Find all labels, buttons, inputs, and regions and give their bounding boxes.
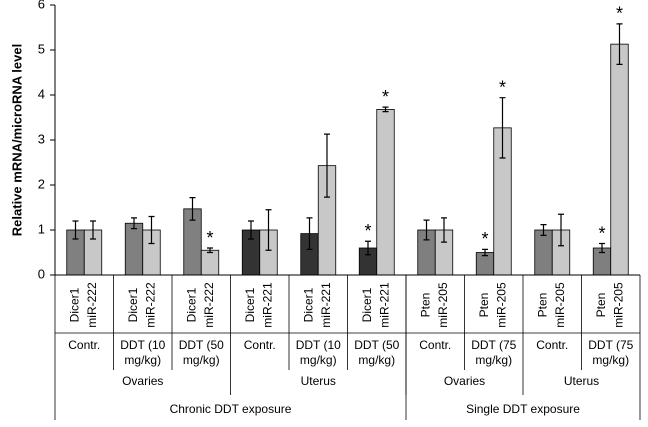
- bar: [124, 222, 144, 276]
- error-bar: [616, 23, 623, 65]
- error-bar: [365, 240, 371, 256]
- error-bar: [90, 220, 96, 240]
- significance-marker: *: [364, 221, 371, 241]
- error-bar: [324, 133, 330, 198]
- bar-label: miR-205: [612, 282, 626, 328]
- condition-label: DDT (75 mg/kg): [471, 338, 517, 367]
- bar-label: Dicer1: [126, 287, 140, 322]
- bar-label: miR-205: [553, 282, 567, 328]
- bar-label: miR-222: [202, 282, 216, 328]
- error-bar: [499, 97, 506, 159]
- condition-label: Contr.: [419, 338, 452, 352]
- bar-label: Pten: [477, 293, 491, 318]
- condition-label: DDT (75 mg/kg): [588, 338, 634, 367]
- condition-label: DDT (10 mg/kg): [295, 338, 341, 367]
- tissue-label: Uterus: [564, 374, 599, 388]
- error-bar: [265, 209, 272, 251]
- error-bar: [382, 106, 389, 113]
- bar: [200, 249, 220, 276]
- bar-label: Dicer1: [360, 287, 374, 322]
- y-tick-label: 6: [38, 0, 45, 11]
- error-bar: [248, 220, 254, 240]
- y-tick-label: 4: [38, 86, 45, 101]
- error-bar: [306, 217, 313, 250]
- condition-label: DDT (50 mg/kg): [178, 338, 224, 367]
- significance-marker: *: [598, 223, 605, 243]
- significance-marker: *: [499, 77, 506, 97]
- significance-marker: *: [481, 229, 488, 249]
- bar-label: miR-221: [319, 282, 333, 328]
- error-bar: [189, 197, 196, 221]
- y-tick-label: 5: [38, 41, 45, 56]
- exposure-label: Single DDT exposure: [466, 402, 580, 416]
- tissue-label: Ovaries: [122, 374, 163, 388]
- condition-label: Contr.: [536, 338, 569, 352]
- error-bar: [72, 220, 79, 240]
- error-bar: [558, 213, 564, 247]
- error-bar: [441, 217, 447, 243]
- bar-label: miR-205: [436, 282, 450, 328]
- condition-label: DDT (10 mg/kg): [120, 338, 166, 367]
- bar-label: Dicer1: [68, 287, 82, 322]
- bar-label: Dicer1: [243, 287, 257, 322]
- error-bar: [482, 248, 488, 257]
- condition-label: DDT (50 mg/kg): [354, 338, 400, 367]
- significance-marker: *: [206, 228, 213, 248]
- error-bar: [599, 242, 605, 254]
- y-tick-label: 2: [38, 176, 45, 191]
- bar-label: Pten: [536, 293, 550, 318]
- bar-label: miR-205: [495, 282, 509, 328]
- bar-label: miR-221: [261, 282, 275, 328]
- tissue-label: Ovaries: [444, 374, 485, 388]
- y-tick-label: 3: [38, 131, 45, 146]
- bar: [534, 229, 553, 276]
- bar-label: Pten: [419, 293, 433, 318]
- condition-label: Contr.: [243, 338, 276, 352]
- error-bar: [207, 247, 213, 254]
- tissue-label: Uterus: [301, 374, 336, 388]
- significance-marker: *: [616, 4, 623, 24]
- error-bar: [148, 215, 155, 245]
- error-bar: [131, 217, 137, 230]
- y-axis-title: Relative mRNA/microRNA level: [9, 44, 24, 236]
- exposure-label: Chronic DDT exposure: [170, 402, 292, 416]
- y-tick-label: 1: [38, 221, 45, 236]
- significance-marker: *: [382, 87, 389, 107]
- bar-label: miR-221: [378, 282, 392, 328]
- error-bar: [540, 224, 547, 236]
- bar: [610, 43, 629, 276]
- y-tick-label: 0: [38, 266, 45, 281]
- bar-label: Dicer1: [185, 287, 199, 322]
- bar-label: Pten: [594, 293, 608, 318]
- bar-label: Dicer1: [302, 287, 316, 322]
- bar-label: miR-222: [144, 282, 158, 328]
- bar: [376, 109, 395, 276]
- bar-label: miR-222: [85, 282, 99, 328]
- condition-label: Contr.: [68, 338, 101, 352]
- error-bar: [423, 219, 430, 241]
